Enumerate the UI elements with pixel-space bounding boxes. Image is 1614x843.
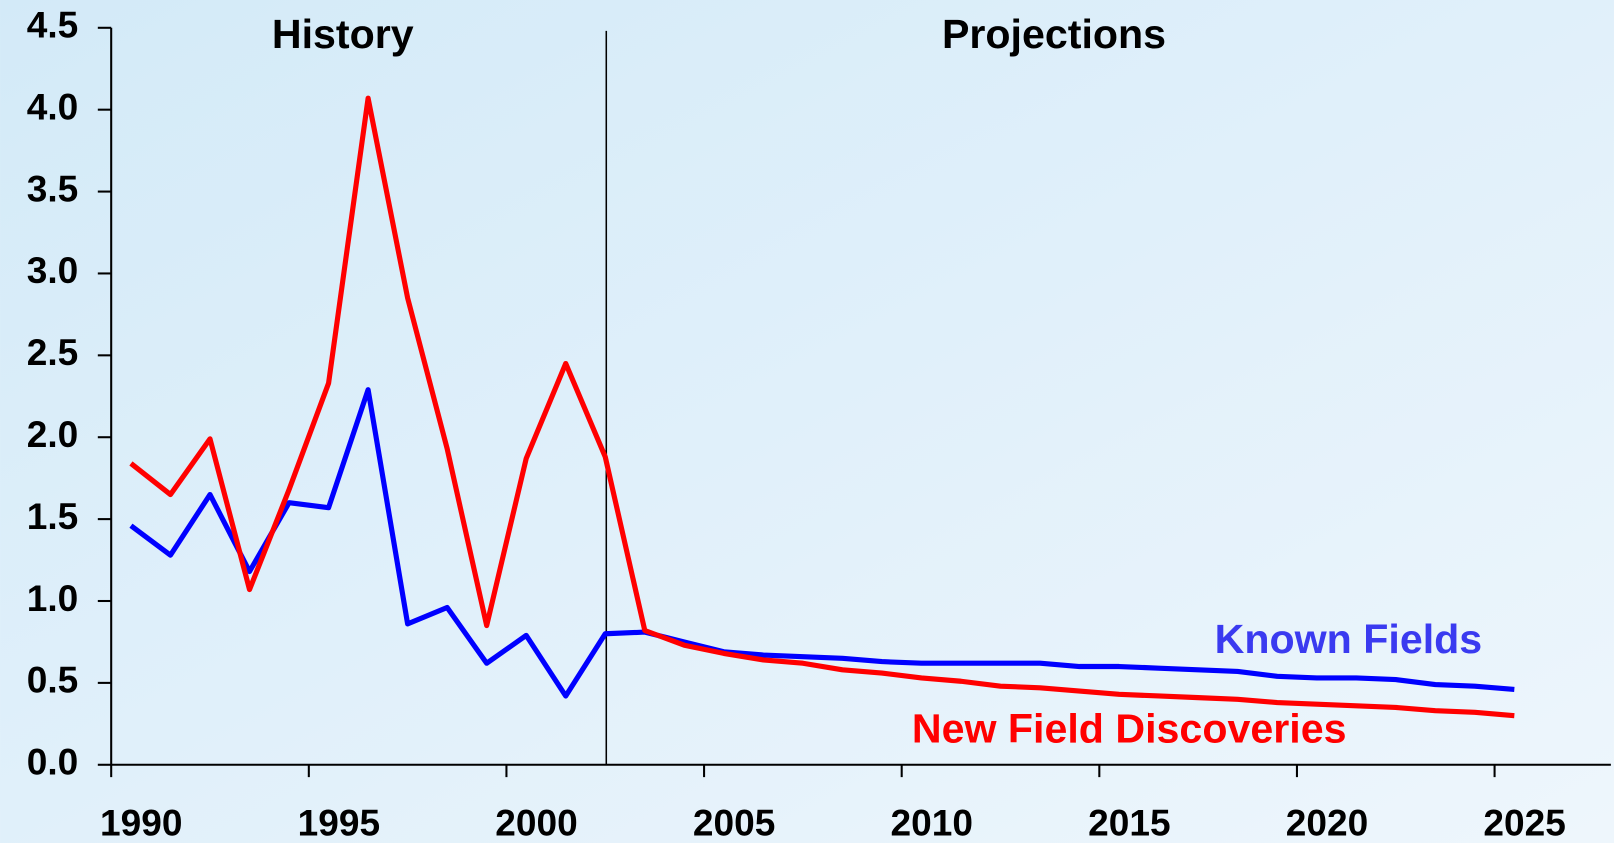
y-tick-label: 4.0 [27, 85, 79, 127]
annotation: Projections [942, 11, 1166, 57]
y-tick-label: 0.5 [27, 659, 79, 701]
x-tick-label: 2020 [1286, 801, 1368, 843]
y-tick-label: 2.5 [27, 331, 79, 373]
line-series [129, 387, 1515, 699]
y-tick-label: 4.5 [27, 4, 79, 46]
x-tick-label: 2010 [891, 801, 973, 843]
x-tick-label: 2025 [1483, 801, 1565, 843]
x-tick-label: 2000 [495, 801, 577, 843]
x-tick-label: 2015 [1088, 801, 1170, 843]
line-series [129, 95, 1515, 719]
series-label: New Field Discoveries [912, 706, 1347, 752]
y-tick-label: 3.0 [27, 249, 79, 291]
y-tick-label: 3.5 [27, 167, 79, 209]
y-tick-label: 1.5 [27, 495, 79, 537]
x-tick-label: 1990 [100, 801, 182, 843]
x-tick-label: 2005 [693, 801, 775, 843]
y-tick-label: 1.0 [27, 577, 79, 619]
y-tick-label: 2.0 [27, 413, 79, 455]
x-tick-label: 1995 [298, 801, 380, 843]
annotation: History [272, 11, 414, 57]
y-tick-label: 0.0 [27, 741, 79, 783]
series-label: Known Fields [1215, 616, 1483, 662]
